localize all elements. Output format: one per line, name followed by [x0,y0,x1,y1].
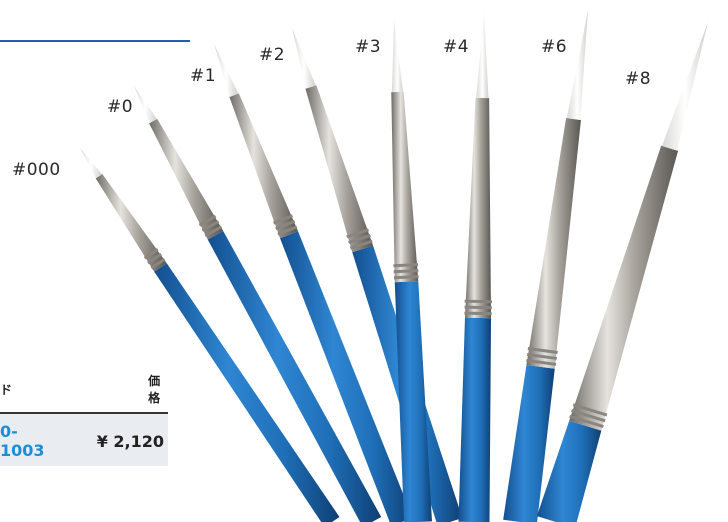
ferrule-ring [464,305,492,310]
brush-8 [536,22,708,522]
ferrule-ring [275,219,296,231]
size-label-2: #2 [259,45,286,65]
top-accent-rule [0,40,190,42]
ferrule-ring [527,347,558,354]
ferrule-ring [393,269,419,274]
brush-ferrule [149,118,224,240]
size-label-0: #0 [107,97,134,117]
brush-000 [80,148,340,522]
brush-3 [391,20,432,522]
brush-bristles [476,12,489,99]
product-code-cell: 0-1003 [0,413,57,466]
ferrule-ring [348,234,371,244]
ferrule-ring [204,225,223,238]
ferrule-ring [273,214,293,225]
ferrule-ring [346,228,370,239]
ferrule-ring [277,225,298,236]
size-label-000: #000 [12,160,61,180]
brush-bristles [391,20,404,93]
brush-0 [134,86,382,522]
brush-1 [214,44,413,522]
brush-bristles [566,10,588,120]
brush-handle [394,281,432,522]
size-label-6: #6 [541,37,568,57]
brush-bristles [661,22,708,151]
ferrule-ring [569,414,604,429]
brush-bristles [292,28,316,89]
brush-ferrule [391,91,419,283]
code-column-header: ド [0,368,57,414]
brush-bristles [80,148,102,179]
product-table: ド 価格 0-1003 ¥ 2,120 [0,368,168,466]
brush-ferrule [95,173,167,272]
brush-ferrule [305,85,374,253]
ferrule-ring [572,403,608,417]
ferrule-ring [464,299,492,304]
ferrule-ring [464,311,492,316]
size-label-3: #3 [355,37,382,57]
brush-handle [536,420,602,522]
brush-handle [503,364,555,522]
size-label-1: #1 [190,66,217,86]
brush-bristles [134,86,157,124]
size-label-8: #8 [625,69,652,89]
brush-bristles [214,44,239,97]
ferrule-ring [143,248,159,260]
ferrule-ring [349,239,373,250]
brush-6 [503,10,588,522]
brush-handle [280,231,413,522]
ferrule-ring [147,253,163,265]
ferrule-ring [571,409,606,423]
brush-4 [458,12,492,522]
brush-handle [458,317,492,522]
table-header-row: ド 価格 [0,368,168,414]
table-row: 0-1003 ¥ 2,120 [0,413,168,466]
size-label-4: #4 [443,37,470,57]
brush-ferrule [464,97,492,319]
brush-ferrule [229,93,299,239]
ferrule-ring [198,214,217,227]
ferrule-ring [393,263,419,268]
ferrule-ring [201,220,220,232]
brush-ferrule [526,118,581,369]
brush-ferrule [569,145,679,431]
price-cell: ¥ 2,120 [56,413,168,466]
ferrule-ring [393,275,419,280]
brush-handle [154,263,340,522]
ferrule-ring [526,358,557,366]
brush-handle [207,230,382,522]
ferrule-ring [526,353,558,360]
ferrule-ring [150,258,166,270]
price-column-header: 価格 [56,368,168,414]
